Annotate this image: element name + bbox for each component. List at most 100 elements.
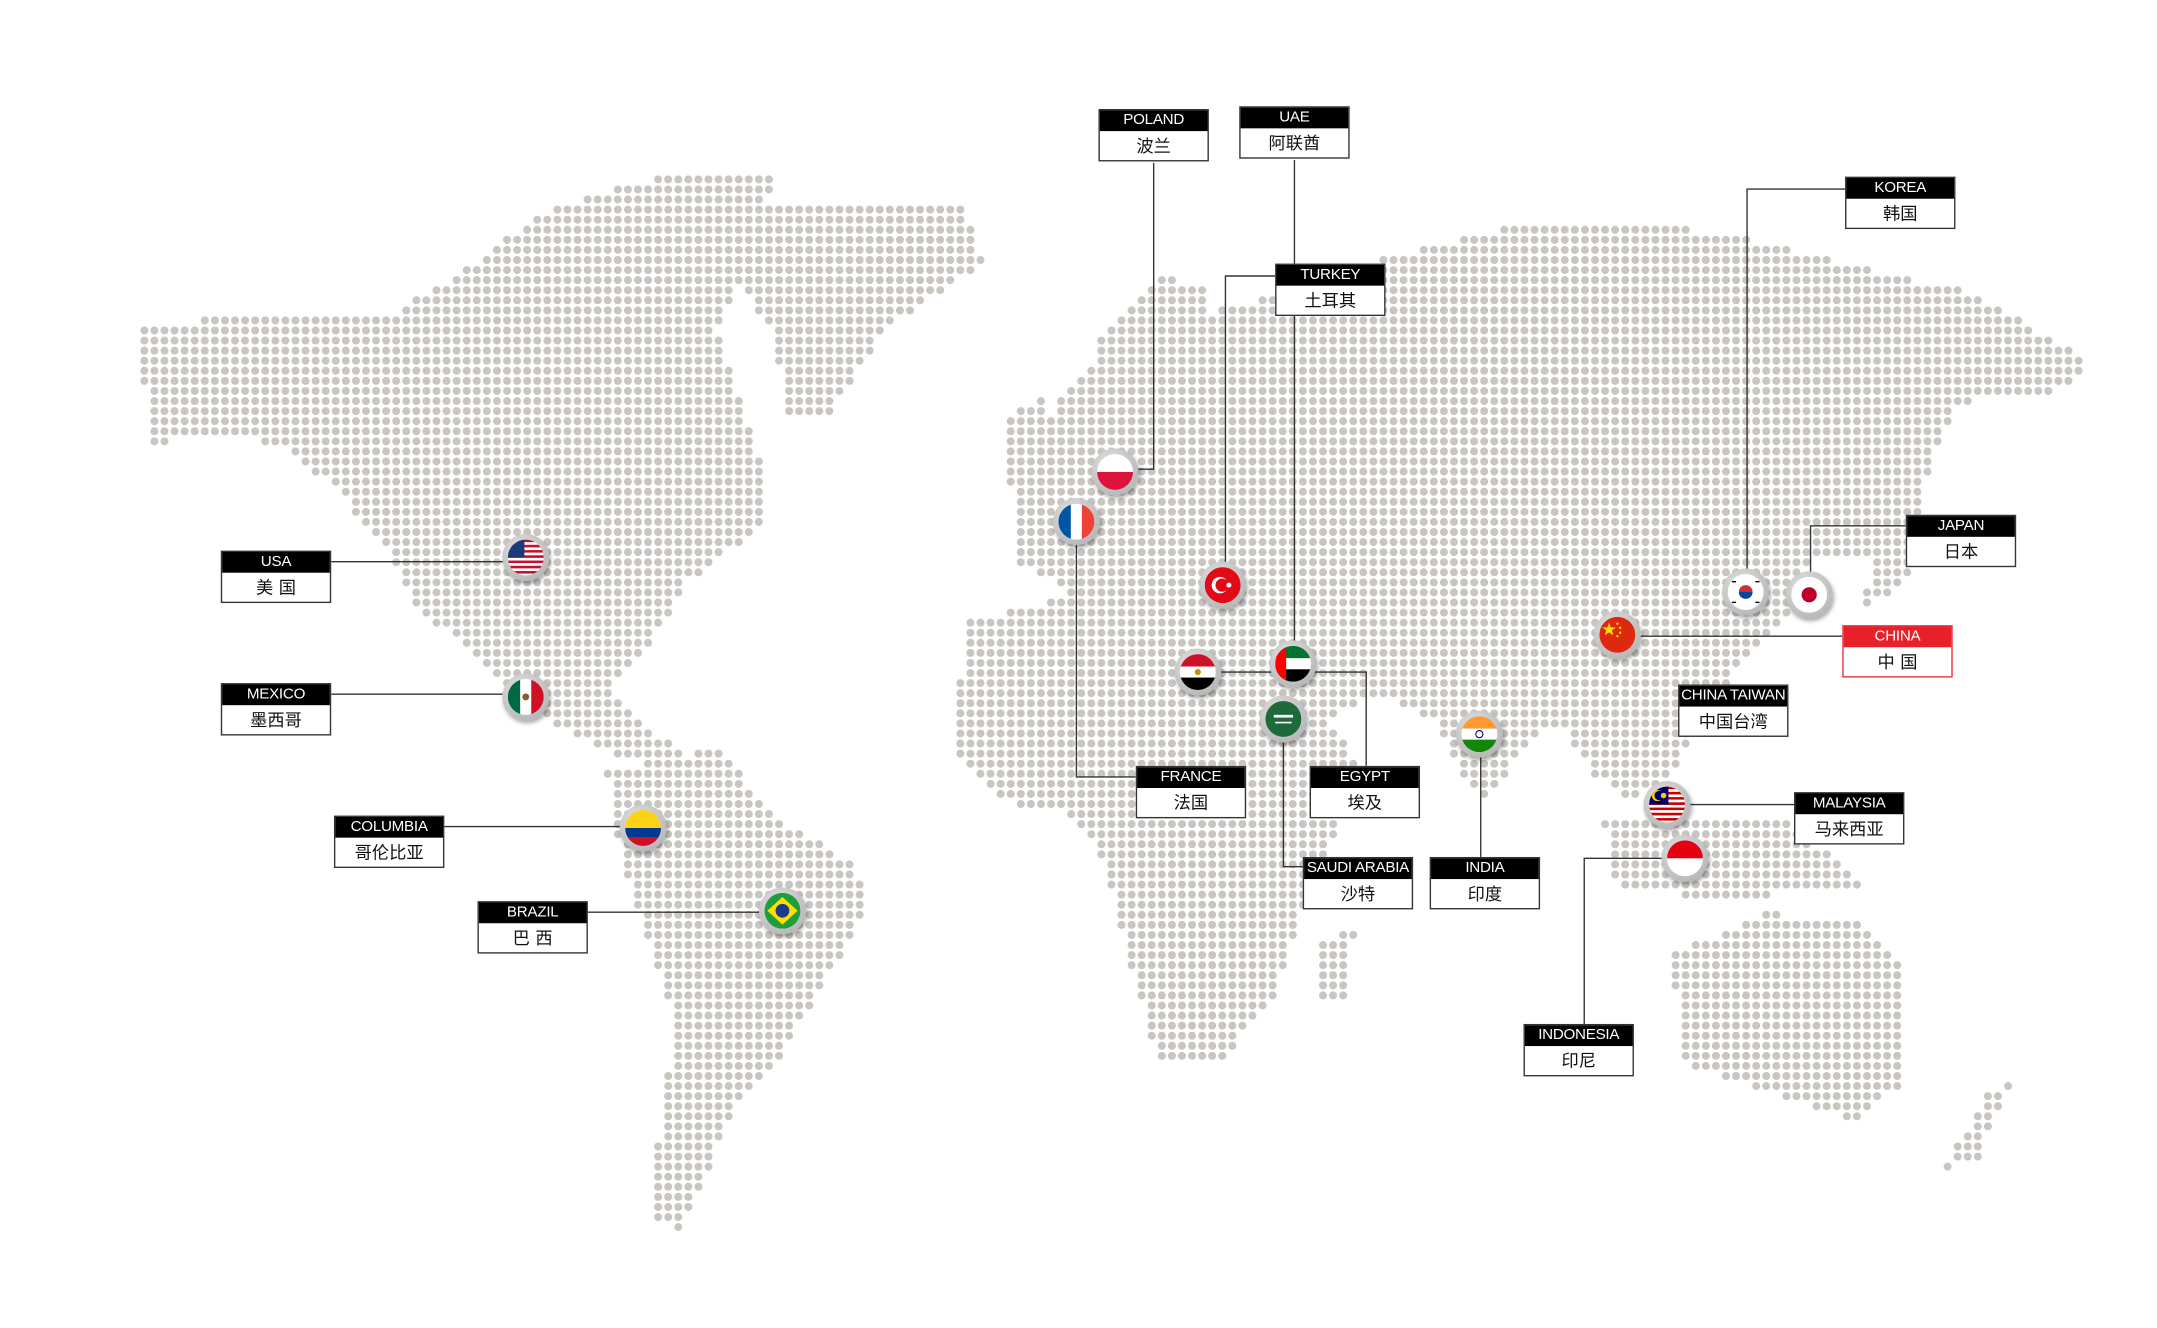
land-dot	[1167, 447, 1176, 456]
land-dot	[573, 306, 582, 315]
land-dot	[946, 215, 955, 224]
land-dot	[1298, 386, 1307, 395]
land-dot	[1107, 346, 1116, 355]
land-dot	[1893, 326, 1902, 335]
land-dot	[412, 517, 421, 526]
land-dot	[533, 588, 542, 597]
land-dot	[1460, 568, 1469, 577]
land-dot	[1177, 286, 1186, 295]
land-dot	[1893, 386, 1902, 395]
land-dot	[1288, 507, 1297, 516]
land-dot	[845, 356, 854, 365]
land-dot	[402, 376, 411, 385]
land-dot	[1560, 397, 1569, 406]
land-dot	[1520, 417, 1529, 426]
land-dot	[1540, 447, 1549, 456]
land-dot	[1208, 316, 1217, 325]
land-dot	[472, 326, 481, 335]
land-dot	[1278, 366, 1287, 375]
land-dot	[1449, 588, 1458, 597]
land-dot	[1117, 437, 1126, 446]
land-dot	[583, 507, 592, 516]
land-dot	[1409, 407, 1418, 416]
land-dot	[1641, 407, 1650, 416]
land-dot	[684, 296, 693, 305]
land-dot	[644, 427, 653, 436]
land-dot	[1319, 407, 1328, 416]
land-dot	[654, 346, 663, 355]
land-dot	[1036, 507, 1045, 516]
land-dot	[684, 376, 693, 385]
land-dot	[1369, 447, 1378, 456]
land-dot	[795, 316, 804, 325]
land-dot	[573, 467, 582, 476]
land-dot	[442, 306, 451, 315]
land-dot	[1490, 467, 1499, 476]
land-dot	[553, 517, 562, 526]
land-dot	[1449, 407, 1458, 416]
land-dot	[341, 407, 350, 416]
land-dot	[210, 326, 219, 335]
land-dot	[1913, 336, 1922, 345]
land-dot	[1057, 447, 1066, 456]
land-dot	[1560, 538, 1569, 547]
land-dot	[1792, 457, 1801, 466]
land-dot	[1480, 467, 1489, 476]
land-dot	[1147, 296, 1156, 305]
land-dot	[1772, 356, 1781, 365]
land-dot	[1651, 417, 1660, 426]
land-dot	[1470, 477, 1479, 486]
land-dot	[1651, 366, 1660, 375]
land-dot	[341, 336, 350, 345]
land-dot	[1460, 407, 1469, 416]
land-dot	[241, 316, 250, 325]
land-dot	[1631, 527, 1640, 536]
land-dot	[795, 346, 804, 355]
land-dot	[1560, 548, 1569, 557]
land-dot	[1792, 558, 1801, 567]
land-dot	[553, 346, 562, 355]
land-dot	[785, 407, 794, 416]
land-dot	[1218, 447, 1227, 456]
land-dot	[1903, 356, 1912, 365]
land-dot	[1177, 326, 1186, 335]
land-dot	[613, 266, 622, 275]
land-dot	[1641, 538, 1650, 547]
land-dot	[1772, 286, 1781, 295]
land-dot	[372, 477, 381, 486]
land-dot	[1953, 336, 1962, 345]
land-dot	[1852, 447, 1861, 456]
land-dot	[1550, 245, 1559, 254]
land-dot	[1681, 427, 1690, 436]
land-dot	[623, 507, 632, 516]
land-dot	[1349, 427, 1358, 436]
land-dot	[1661, 477, 1670, 486]
land-dot	[311, 417, 320, 426]
land-dot	[835, 255, 844, 264]
land-dot	[442, 346, 451, 355]
land-dot	[1177, 376, 1186, 385]
land-dot	[1500, 477, 1509, 486]
land-dot	[361, 326, 370, 335]
land-dot	[1550, 447, 1559, 456]
land-dot	[613, 296, 622, 305]
land-dot	[1460, 296, 1469, 305]
land-dot	[1611, 517, 1620, 526]
land-dot	[1500, 527, 1509, 536]
land-dot	[1792, 276, 1801, 285]
land-dot	[1117, 346, 1126, 355]
land-dot	[523, 296, 532, 305]
land-dot	[623, 538, 632, 547]
land-dot	[1419, 507, 1428, 516]
land-dot	[613, 457, 622, 466]
land-dot	[1288, 588, 1297, 597]
land-dot	[1631, 517, 1640, 526]
land-dot	[140, 356, 149, 365]
land-dot	[412, 437, 421, 446]
land-dot	[1389, 588, 1398, 597]
land-dot	[1137, 507, 1146, 516]
land-dot	[1973, 336, 1982, 345]
land-dot	[1842, 326, 1851, 335]
land-dot	[1490, 497, 1499, 506]
land-dot	[573, 205, 582, 214]
